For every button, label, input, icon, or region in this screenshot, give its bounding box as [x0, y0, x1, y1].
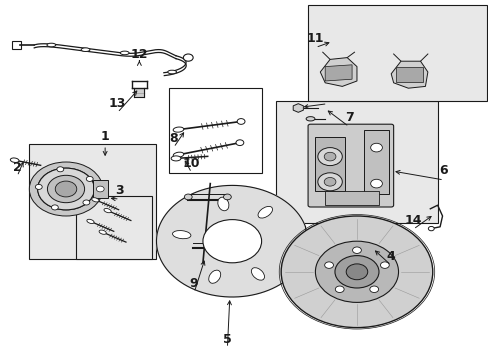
Circle shape [317, 173, 342, 191]
Circle shape [184, 194, 192, 200]
Circle shape [47, 175, 84, 203]
Circle shape [317, 148, 342, 166]
Ellipse shape [87, 219, 94, 224]
Text: 3: 3 [115, 184, 124, 197]
Circle shape [281, 216, 432, 328]
Text: 12: 12 [130, 48, 148, 61]
Text: 10: 10 [183, 157, 200, 170]
Bar [276, 101, 437, 223]
Ellipse shape [104, 208, 111, 213]
Text: 14: 14 [404, 214, 421, 227]
Circle shape [57, 167, 63, 172]
Circle shape [183, 54, 193, 61]
Circle shape [55, 181, 77, 197]
Circle shape [324, 177, 335, 186]
Bar [29, 144, 156, 259]
Ellipse shape [305, 117, 314, 121]
Circle shape [223, 194, 231, 200]
Ellipse shape [120, 51, 129, 55]
Bar [168, 88, 261, 173]
Text: 2: 2 [13, 161, 21, 174]
Circle shape [86, 176, 93, 181]
Ellipse shape [10, 158, 19, 162]
Circle shape [324, 262, 333, 268]
Circle shape [236, 140, 244, 145]
Circle shape [334, 256, 378, 288]
Text: 8: 8 [169, 132, 178, 145]
Text: 7: 7 [344, 111, 353, 124]
Circle shape [370, 179, 382, 188]
Polygon shape [325, 65, 351, 81]
Circle shape [35, 184, 42, 189]
Circle shape [96, 186, 104, 192]
Bar [12, 41, 21, 49]
Text: 5: 5 [223, 333, 231, 346]
Bar [93, 180, 107, 198]
Ellipse shape [258, 206, 272, 218]
Polygon shape [390, 61, 427, 88]
Circle shape [324, 152, 335, 161]
Bar [76, 196, 151, 259]
Circle shape [203, 220, 261, 263]
Bar [307, 5, 486, 101]
Ellipse shape [173, 152, 183, 157]
Text: 11: 11 [306, 32, 324, 45]
Circle shape [315, 241, 398, 302]
Polygon shape [156, 185, 307, 297]
Circle shape [38, 168, 94, 210]
Bar [325, 191, 378, 205]
Ellipse shape [251, 268, 264, 280]
Ellipse shape [172, 230, 190, 239]
Text: 9: 9 [189, 277, 198, 290]
Ellipse shape [81, 48, 90, 51]
Ellipse shape [173, 127, 183, 132]
Circle shape [352, 247, 361, 253]
Text: 4: 4 [386, 250, 395, 263]
Ellipse shape [99, 230, 106, 234]
Bar [364, 130, 388, 194]
Text: 13: 13 [108, 97, 126, 110]
Circle shape [335, 286, 344, 293]
Ellipse shape [167, 70, 176, 74]
Circle shape [427, 226, 433, 231]
Ellipse shape [171, 156, 181, 161]
Circle shape [380, 262, 388, 268]
Circle shape [369, 286, 378, 293]
Ellipse shape [217, 197, 228, 211]
Polygon shape [395, 67, 422, 82]
Polygon shape [320, 58, 356, 86]
Ellipse shape [92, 198, 99, 202]
Circle shape [237, 118, 244, 124]
Circle shape [51, 205, 58, 210]
Circle shape [346, 264, 367, 280]
Ellipse shape [47, 43, 56, 47]
Text: 6: 6 [439, 165, 447, 177]
FancyBboxPatch shape [307, 124, 393, 207]
Ellipse shape [208, 270, 220, 283]
Text: 1: 1 [101, 130, 109, 143]
Circle shape [83, 200, 90, 205]
Bar [315, 137, 344, 191]
Circle shape [370, 143, 382, 152]
